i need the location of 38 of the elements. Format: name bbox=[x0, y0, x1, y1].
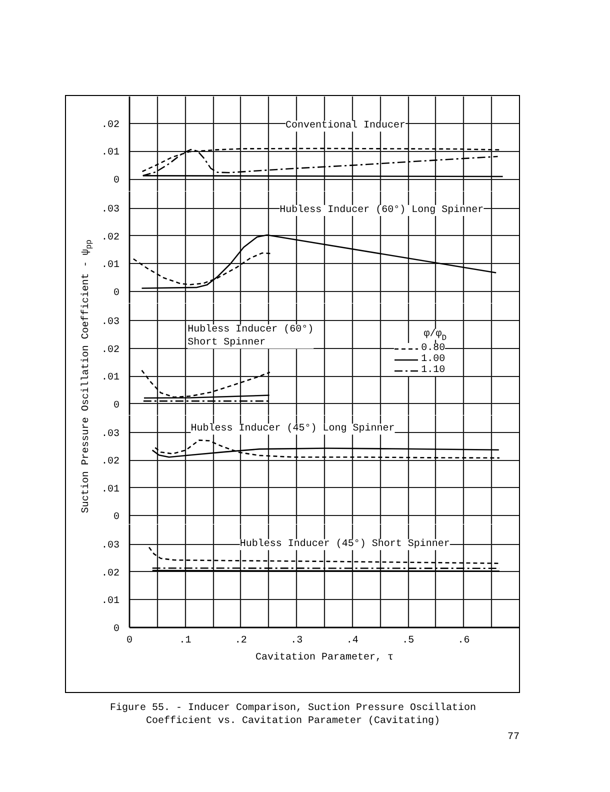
text: Conventional Inducer bbox=[286, 120, 406, 132]
y-tick-label: .03 bbox=[101, 540, 120, 552]
text: Hubless Inducer (45°) Long Spinner bbox=[190, 422, 395, 435]
y-tick-label: 0 bbox=[114, 624, 120, 635]
y-tick-label: .01 bbox=[101, 148, 120, 159]
x-tick-label: 0 bbox=[126, 636, 133, 646]
legend-label: 0.80 bbox=[421, 343, 446, 354]
x-axis-title: Cavitation Parameter, τ bbox=[255, 652, 394, 664]
x-tick-label: .5 bbox=[402, 636, 414, 646]
y-tick-label: .03 bbox=[101, 428, 120, 440]
y-axis-title: Suction Pressure Oscillation Coefficient - ψpp bbox=[80, 239, 94, 514]
x-tick-label: .2 bbox=[234, 636, 247, 646]
text: Hubless Inducer (60°) Short Spinner bbox=[188, 323, 314, 349]
x-tick-label: .3 bbox=[290, 636, 303, 646]
y-tick-label: .01 bbox=[101, 484, 120, 496]
y-tick-label: .03 bbox=[101, 204, 120, 216]
y-tick-label: .02 bbox=[101, 568, 120, 580]
x-tick-label: .4 bbox=[346, 636, 358, 646]
y-tick-label: 0 bbox=[114, 512, 120, 524]
legend-label: 1.00 bbox=[421, 354, 446, 366]
y-tick-label: 0 bbox=[114, 288, 120, 299]
y-tick-label: .01 bbox=[101, 596, 120, 608]
y-tick-label: 0 bbox=[114, 400, 120, 412]
text: Hubless Inducer (45°) Short Spinner bbox=[240, 538, 450, 550]
y-tick-label: .02 bbox=[101, 232, 120, 244]
y-tick-label: .02 bbox=[101, 456, 120, 468]
y-tick-label: .02 bbox=[101, 344, 120, 356]
text: Hubless Inducer (60°) Long Spinner bbox=[280, 204, 484, 216]
x-tick-label: .1 bbox=[179, 636, 192, 646]
text: 77 bbox=[508, 732, 520, 743]
x-tick-label: .6 bbox=[458, 636, 470, 646]
caption: Figure 55. - Inducer Comparison, Suction Pressure Oscillation Coefficient vs. Cavitation Parameter (Cavitating) bbox=[110, 702, 476, 727]
legend-label: 1.10 bbox=[421, 365, 446, 376]
y-tick-label: .02 bbox=[101, 120, 120, 131]
y-tick-label: 0 bbox=[114, 176, 120, 186]
y-tick-label: .03 bbox=[101, 317, 120, 328]
y-tick-label: .01 bbox=[101, 260, 120, 272]
y-tick-label: .01 bbox=[101, 372, 120, 384]
